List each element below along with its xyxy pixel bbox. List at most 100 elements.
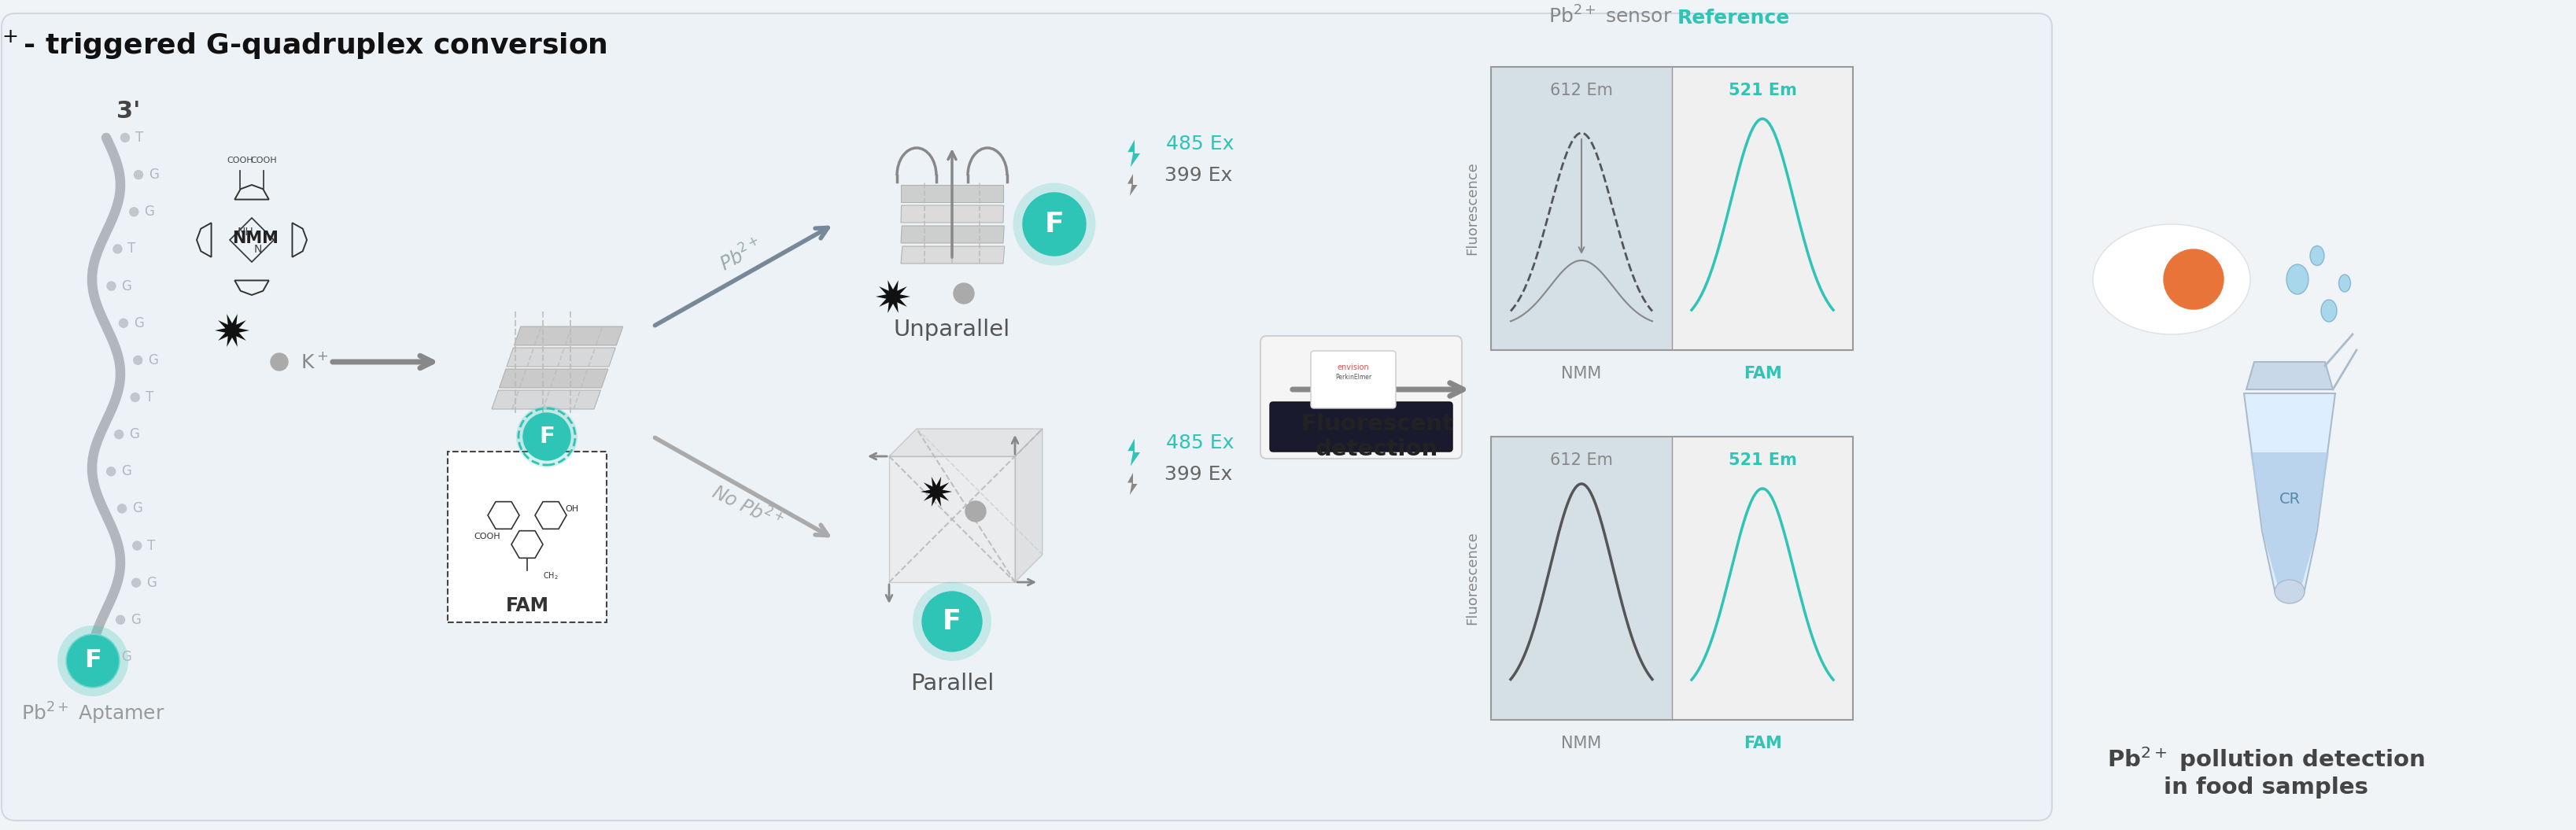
Polygon shape [889, 456, 1015, 582]
Text: Reference: Reference [1677, 8, 1790, 27]
Text: Pb$^{2+}$ pollution detection
in food samples: Pb$^{2+}$ pollution detection in food sa… [2107, 745, 2424, 798]
Polygon shape [1015, 429, 1043, 582]
Circle shape [129, 208, 139, 216]
Polygon shape [1492, 67, 1672, 350]
Circle shape [523, 413, 569, 461]
Text: T: T [137, 130, 144, 144]
Circle shape [966, 501, 987, 521]
Circle shape [67, 634, 118, 687]
Text: Parallel: Parallel [909, 672, 994, 695]
Ellipse shape [2321, 300, 2336, 322]
Circle shape [1023, 193, 1087, 256]
Text: Pb$^{2+}$- triggered G-quadruplex conversion: Pb$^{2+}$- triggered G-quadruplex conver… [0, 27, 608, 61]
Polygon shape [1128, 139, 1141, 167]
FancyBboxPatch shape [448, 452, 605, 622]
Text: Fluorescent
detection: Fluorescent detection [1301, 413, 1453, 461]
Text: G: G [121, 465, 131, 479]
Text: 485 Ex: 485 Ex [1167, 134, 1234, 154]
Circle shape [113, 245, 121, 253]
Polygon shape [500, 369, 608, 388]
Text: T: T [129, 242, 137, 256]
Ellipse shape [1012, 183, 1095, 266]
Text: G: G [129, 427, 139, 442]
Text: F: F [943, 608, 961, 635]
Ellipse shape [2092, 224, 2251, 334]
Circle shape [108, 281, 116, 290]
Polygon shape [1492, 437, 1672, 720]
Text: 612 Em: 612 Em [1551, 83, 1613, 98]
Text: CR: CR [2280, 492, 2300, 507]
Text: COOH: COOH [227, 157, 252, 164]
Text: G: G [149, 168, 160, 182]
Text: FAM: FAM [505, 596, 549, 615]
Text: Pb$^{2+}$ sensor: Pb$^{2+}$ sensor [1548, 6, 1672, 27]
Text: G: G [131, 613, 142, 627]
Text: NMM: NMM [1561, 735, 1602, 751]
Circle shape [118, 319, 129, 328]
Circle shape [2164, 249, 2223, 310]
Circle shape [134, 541, 142, 550]
FancyBboxPatch shape [3, 13, 2053, 821]
Ellipse shape [2311, 246, 2324, 266]
Polygon shape [902, 205, 1005, 222]
Text: 521 Em: 521 Em [1728, 452, 1795, 468]
Polygon shape [1672, 437, 1852, 720]
Text: NMM: NMM [1561, 366, 1602, 382]
Text: PerkinElmer: PerkinElmer [1334, 374, 1370, 381]
Text: COOH: COOH [250, 157, 276, 164]
Circle shape [116, 616, 124, 624]
Polygon shape [214, 314, 250, 347]
Ellipse shape [2339, 275, 2349, 292]
Circle shape [131, 393, 139, 402]
Polygon shape [515, 326, 623, 345]
Text: Fluorescence: Fluorescence [1466, 162, 1479, 255]
Text: 485 Ex: 485 Ex [1167, 433, 1234, 452]
Text: 612 Em: 612 Em [1551, 452, 1613, 468]
Text: 399 Ex: 399 Ex [1164, 465, 1231, 484]
Text: Fluorescence: Fluorescence [1466, 531, 1479, 625]
Polygon shape [2251, 452, 2329, 586]
Text: Pb$^{2+}$: Pb$^{2+}$ [716, 236, 765, 276]
Polygon shape [2244, 393, 2336, 594]
FancyBboxPatch shape [1260, 336, 1463, 459]
Circle shape [106, 652, 116, 662]
Text: N: N [255, 244, 263, 255]
Text: T: T [144, 390, 155, 404]
Circle shape [106, 467, 116, 476]
Ellipse shape [515, 406, 577, 467]
Text: OH: OH [564, 505, 580, 513]
Text: G: G [121, 279, 131, 293]
Polygon shape [1128, 473, 1139, 495]
FancyBboxPatch shape [1270, 402, 1453, 452]
Text: G: G [144, 205, 155, 219]
Polygon shape [889, 429, 1043, 457]
Circle shape [134, 170, 142, 179]
Text: NH: NH [237, 227, 252, 237]
Text: 399 Ex: 399 Ex [1164, 166, 1231, 185]
Text: G: G [134, 316, 144, 330]
Ellipse shape [2275, 580, 2306, 603]
Text: G: G [121, 650, 131, 664]
Polygon shape [902, 247, 1005, 264]
Text: NMM: NMM [232, 231, 278, 247]
Text: 521 Em: 521 Em [1728, 83, 1795, 98]
Text: FAM: FAM [1744, 366, 1783, 382]
Text: $\mathrm{CH_2}$: $\mathrm{CH_2}$ [544, 570, 559, 581]
Text: 3': 3' [116, 100, 139, 123]
Text: K$^+$: K$^+$ [301, 352, 327, 372]
Polygon shape [1672, 67, 1852, 350]
Text: F: F [1046, 211, 1064, 237]
Text: F: F [85, 649, 100, 673]
Text: No Pb$^{2+}$: No Pb$^{2+}$ [708, 481, 786, 534]
Polygon shape [1128, 438, 1141, 466]
Ellipse shape [57, 626, 129, 696]
Text: Pb$^{2+}$ Aptamer: Pb$^{2+}$ Aptamer [21, 701, 165, 726]
Polygon shape [1128, 173, 1139, 196]
Text: G: G [131, 501, 142, 515]
Polygon shape [902, 226, 1005, 243]
Polygon shape [902, 185, 1002, 203]
Polygon shape [920, 476, 953, 506]
Circle shape [113, 430, 124, 439]
Circle shape [134, 356, 142, 364]
Circle shape [118, 505, 126, 513]
